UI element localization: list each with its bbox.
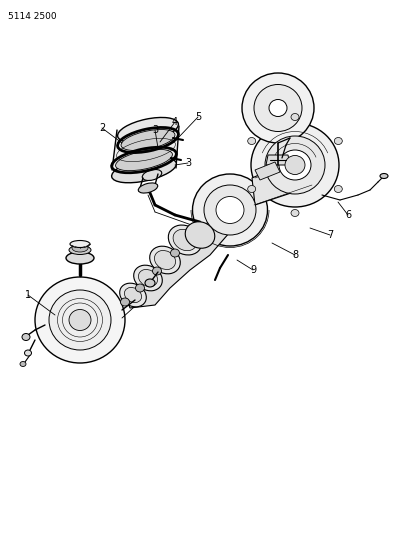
Ellipse shape — [265, 136, 325, 194]
Ellipse shape — [120, 283, 146, 307]
Text: 6: 6 — [345, 210, 351, 220]
Ellipse shape — [120, 298, 129, 306]
Text: 1: 1 — [25, 290, 31, 300]
Polygon shape — [266, 155, 290, 165]
Ellipse shape — [69, 246, 91, 254]
Ellipse shape — [291, 114, 299, 120]
Ellipse shape — [242, 73, 314, 143]
Ellipse shape — [24, 350, 31, 356]
Ellipse shape — [285, 156, 305, 174]
Ellipse shape — [216, 197, 244, 223]
Ellipse shape — [20, 361, 26, 367]
Ellipse shape — [69, 310, 91, 330]
Ellipse shape — [173, 229, 197, 251]
Ellipse shape — [115, 149, 173, 171]
Ellipse shape — [142, 169, 162, 181]
Ellipse shape — [185, 222, 215, 248]
Ellipse shape — [112, 157, 176, 183]
Ellipse shape — [138, 183, 158, 193]
Ellipse shape — [269, 100, 287, 117]
Ellipse shape — [251, 123, 339, 207]
Ellipse shape — [279, 150, 311, 180]
Ellipse shape — [171, 249, 180, 257]
Text: 9: 9 — [250, 265, 256, 275]
Text: 4: 4 — [172, 117, 178, 127]
Polygon shape — [252, 155, 315, 205]
Ellipse shape — [22, 334, 30, 341]
Ellipse shape — [134, 265, 162, 291]
Text: 7: 7 — [327, 230, 333, 240]
Ellipse shape — [153, 267, 162, 275]
Polygon shape — [255, 162, 280, 180]
Text: 3: 3 — [185, 158, 191, 168]
Ellipse shape — [66, 252, 94, 264]
Ellipse shape — [380, 174, 388, 179]
Ellipse shape — [334, 185, 342, 192]
Ellipse shape — [35, 277, 125, 363]
Ellipse shape — [72, 244, 88, 252]
Ellipse shape — [150, 246, 180, 274]
Ellipse shape — [193, 174, 268, 246]
Text: 8: 8 — [292, 250, 298, 260]
Ellipse shape — [145, 279, 155, 287]
Ellipse shape — [118, 117, 178, 142]
Ellipse shape — [155, 251, 175, 270]
Text: 2: 2 — [99, 123, 105, 133]
Ellipse shape — [70, 240, 90, 247]
Ellipse shape — [135, 284, 144, 292]
Ellipse shape — [334, 138, 342, 144]
Ellipse shape — [248, 138, 256, 144]
Text: 5: 5 — [195, 112, 201, 122]
Ellipse shape — [204, 185, 256, 235]
Text: 3: 3 — [152, 125, 158, 135]
Ellipse shape — [248, 185, 256, 192]
Ellipse shape — [291, 209, 299, 216]
Ellipse shape — [121, 130, 175, 150]
Polygon shape — [125, 220, 230, 308]
Ellipse shape — [49, 290, 111, 350]
Ellipse shape — [124, 287, 142, 303]
Ellipse shape — [169, 225, 202, 255]
Ellipse shape — [138, 270, 157, 287]
Text: 5114 2500: 5114 2500 — [8, 12, 57, 21]
Polygon shape — [112, 126, 179, 170]
Ellipse shape — [254, 85, 302, 132]
